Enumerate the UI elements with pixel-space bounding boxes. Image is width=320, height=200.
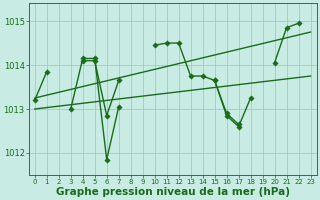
X-axis label: Graphe pression niveau de la mer (hPa): Graphe pression niveau de la mer (hPa) bbox=[56, 187, 290, 197]
